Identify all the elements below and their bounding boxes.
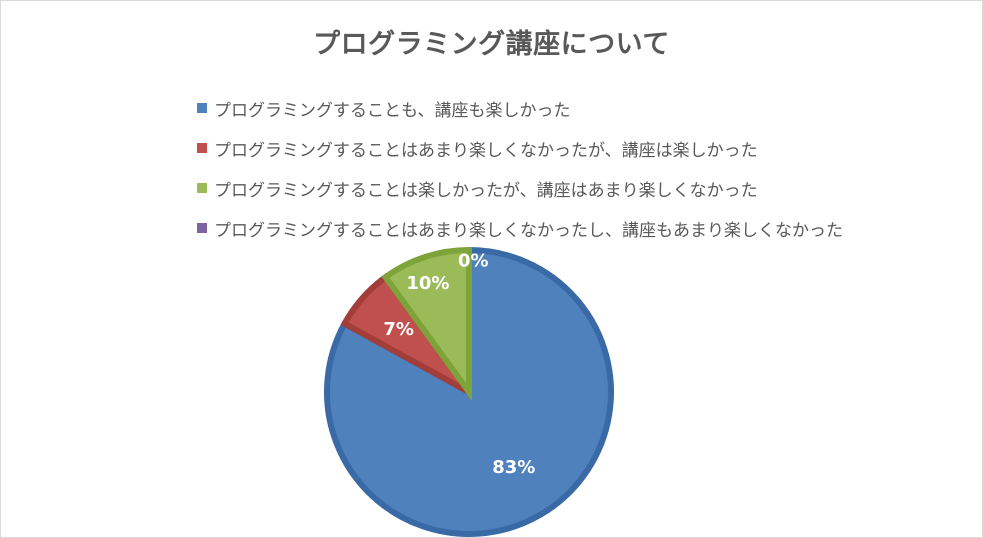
pie-slices [324,246,614,537]
legend-item-0: プログラミングすることも、講座も楽しかった [197,88,843,128]
legend-swatch-0 [197,103,207,113]
legend-swatch-2 [197,183,207,193]
legend-item-3: プログラミングすることはあまり楽しくなかったし、講座もあまり楽しくなかった [197,208,843,248]
legend-swatch-1 [197,143,207,153]
data-label-2: 10% [406,273,449,294]
pie-slice-2 [381,246,472,402]
data-label-3: 0% [458,250,489,271]
legend-swatch-3 [197,223,207,233]
legend: プログラミングすることも、講座も楽しかった プログラミングすることはあまり楽しく… [197,88,843,248]
legend-label-0: プログラミングすることも、講座も楽しかった [214,100,571,121]
chart-title: プログラミング講座について [313,29,670,60]
pie-labels: 83% 7% 10% 0% [383,250,535,477]
legend-item-2: プログラミングすることは楽しかったが、講座はあまり楽しくなかった [197,168,843,208]
legend-label-2: プログラミングすることは楽しかったが、講座はあまり楽しくなかった [214,180,758,201]
legend-label-1: プログラミングすることはあまり楽しくなかったが、講座は楽しかった [214,140,758,161]
data-label-1: 7% [383,319,414,340]
data-label-0: 83% [492,457,535,478]
legend-label-3: プログラミングすることはあまり楽しくなかったし、講座もあまり楽しくなかった [214,220,843,241]
legend-item-1: プログラミングすることはあまり楽しくなかったが、講座は楽しかった [197,128,843,168]
